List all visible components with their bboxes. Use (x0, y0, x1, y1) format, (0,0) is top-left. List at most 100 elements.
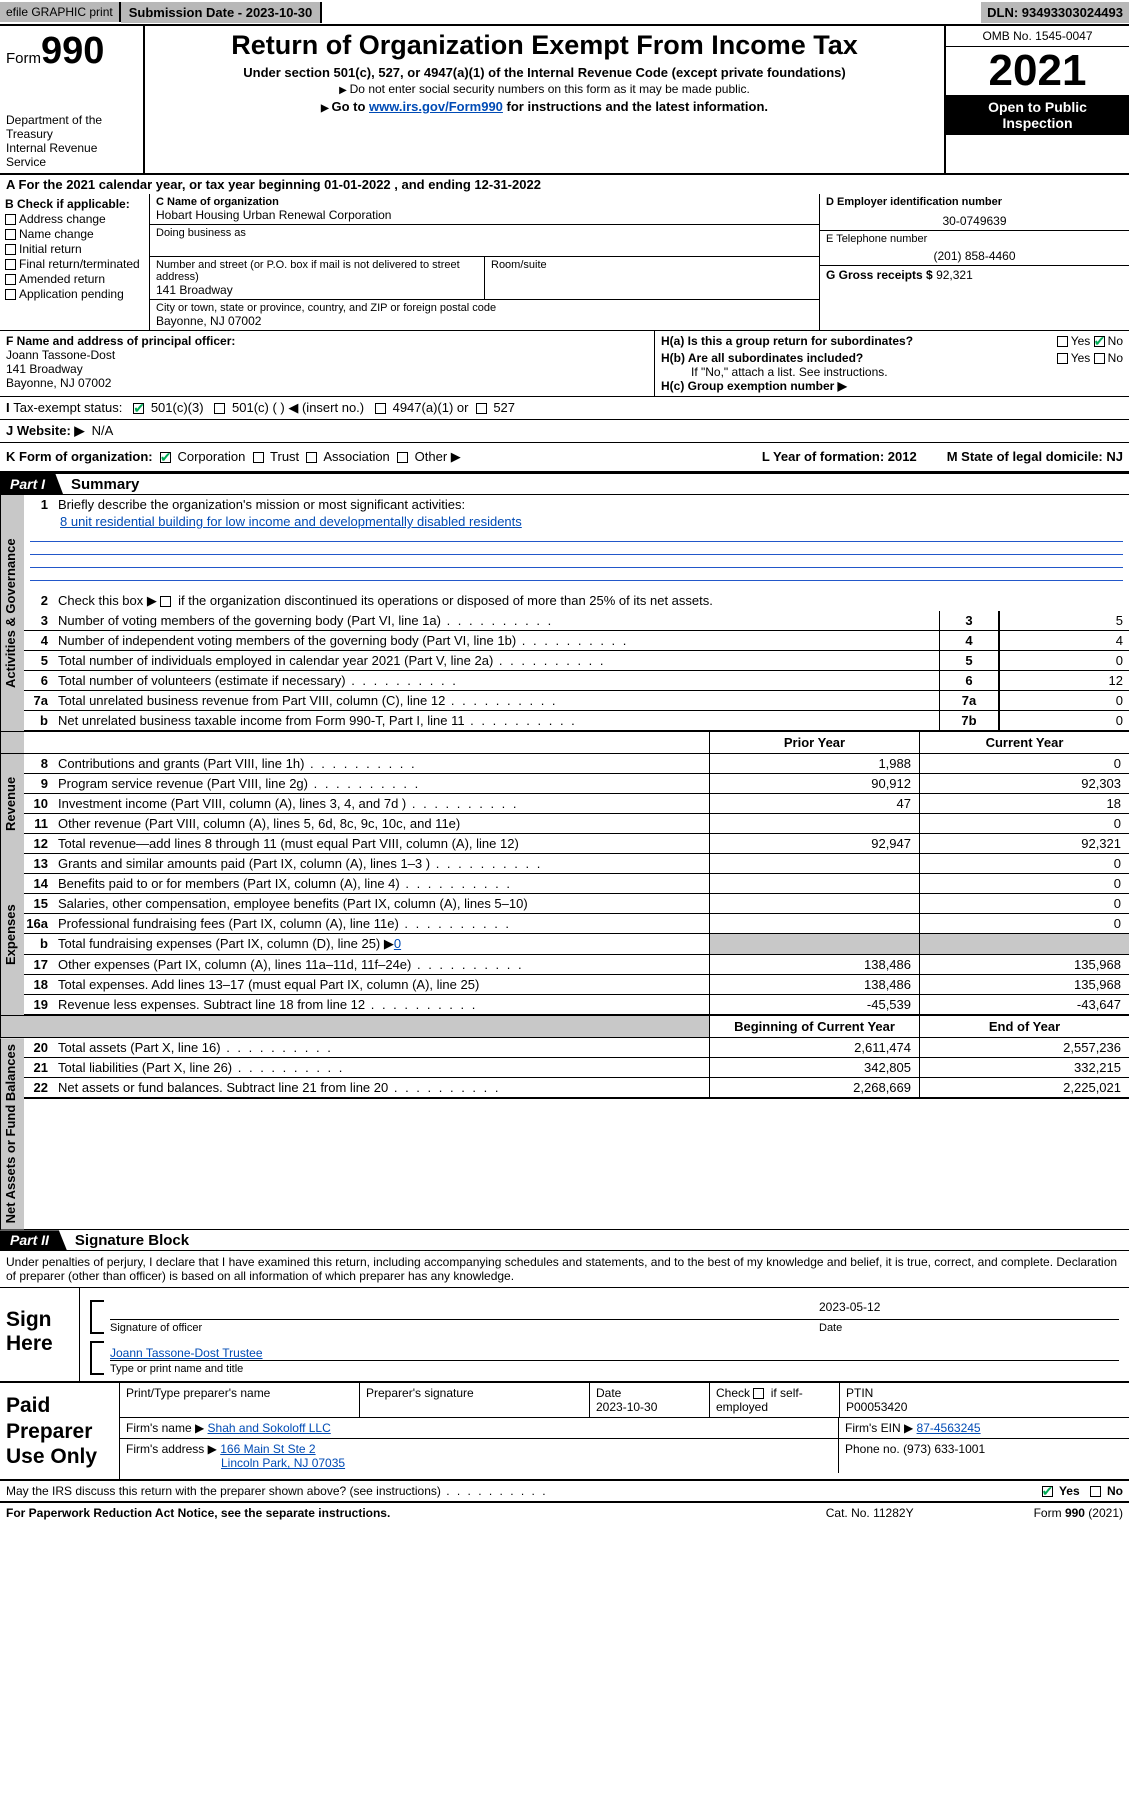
l9-prior: 90,912 (709, 774, 919, 793)
l21-eoy: 332,215 (919, 1058, 1129, 1077)
mission-line-1 (30, 529, 1123, 542)
l1-text: Briefly describe the organization's miss… (54, 495, 1129, 514)
ha-yes-cb[interactable] (1057, 336, 1068, 347)
d-ein-label: D Employer identification number (826, 196, 1123, 208)
l10-text: Investment income (Part VIII, column (A)… (54, 794, 709, 813)
k-other: Other ▶ (415, 449, 461, 464)
may-irs-text: May the IRS discuss this return with the… (6, 1484, 548, 1498)
form990-link[interactable]: www.irs.gov/Form990 (369, 99, 503, 114)
l2-cb[interactable] (160, 596, 171, 607)
submission-date-button[interactable]: Submission Date - 2023-10-30 (121, 2, 323, 23)
i-501c: 501(c) ( ) ◀ (insert no.) (232, 400, 364, 415)
cb-initial-return[interactable] (5, 244, 16, 255)
l12-current: 92,321 (919, 834, 1129, 853)
l7b-value: 0 (999, 711, 1129, 730)
mission-line-4 (30, 568, 1123, 581)
i-527-cb[interactable] (476, 403, 487, 414)
ein-value: 30-0749639 (826, 214, 1123, 228)
l-year-formation: L Year of formation: 2012 (762, 449, 917, 465)
pp-self-emp-cb[interactable] (753, 1388, 764, 1399)
l17-prior: 138,486 (709, 955, 919, 974)
i-label: Tax-exempt status: (13, 400, 122, 415)
tax-period-row: A For the 2021 calendar year, or tax yea… (0, 175, 1129, 194)
hb-no-cb[interactable] (1094, 353, 1105, 364)
officer-printed[interactable]: Joann Tassone-Dost Trustee (110, 1346, 263, 1360)
i-527: 527 (493, 400, 515, 415)
header-center: Return of Organization Exempt From Incom… (145, 26, 944, 173)
form-footer: Form 990 (2021) (1034, 1506, 1123, 1520)
hb-yes-cb[interactable] (1057, 353, 1068, 364)
k-trust-cb[interactable] (253, 452, 264, 463)
m-state-domicile: M State of legal domicile: NJ (947, 449, 1123, 465)
firm-phone: (973) 633-1001 (903, 1442, 985, 1456)
firm-addr2[interactable]: Lincoln Park, NJ 07035 (221, 1456, 345, 1470)
cb-address-change[interactable] (5, 214, 16, 225)
website-row: J Website: ▶ N/A (0, 420, 1129, 443)
cb-name-change[interactable] (5, 229, 16, 240)
cb-amended[interactable] (5, 274, 16, 285)
ha-no-cb[interactable] (1094, 336, 1105, 347)
i-501c-cb[interactable] (214, 403, 225, 414)
mission-text[interactable]: 8 unit residential building for low inco… (24, 514, 1129, 529)
i-4947-cb[interactable] (375, 403, 386, 414)
l15-current: 0 (919, 894, 1129, 913)
l3-text: Number of voting members of the governin… (54, 611, 939, 630)
l10-current: 18 (919, 794, 1129, 813)
boy-eoy-header: Beginning of Current Year End of Year (0, 1015, 1129, 1038)
officer-signature-field[interactable]: 2023-05-12 (110, 1300, 1119, 1320)
k-corp-cb[interactable] (160, 452, 171, 463)
may-no-cb[interactable] (1090, 1486, 1101, 1497)
l15-text: Salaries, other compensation, employee b… (54, 894, 709, 913)
l16b-text: Total fundraising expenses (Part IX, col… (54, 934, 709, 954)
net-assets-section: Net Assets or Fund Balances 20Total asse… (0, 1038, 1129, 1229)
may-yes-cb[interactable] (1042, 1486, 1053, 1497)
cat-no: Cat. No. 11282Y (826, 1506, 914, 1520)
pp-date-label: Date (596, 1386, 703, 1400)
l2-text: Check this box ▶ (58, 593, 160, 608)
cb-app-pending[interactable] (5, 289, 16, 300)
expenses-section: Expenses 13Grants and similar amounts pa… (0, 854, 1129, 1015)
prior-year-hdr: Prior Year (709, 732, 919, 753)
l18-prior: 138,486 (709, 975, 919, 994)
header-right: OMB No. 1545-0047 2021 Open to Public In… (944, 26, 1129, 173)
b-title: B Check if applicable: (5, 197, 144, 211)
i-501c3-cb[interactable] (133, 403, 144, 414)
may-yes: Yes (1059, 1484, 1080, 1498)
l6-value: 12 (999, 671, 1129, 690)
dba-label: Doing business as (156, 227, 813, 239)
efile-graphic-label[interactable]: efile GRAPHIC print (0, 2, 121, 22)
form-header: Form990 Department of the Treasury Inter… (0, 26, 1129, 175)
l20-text: Total assets (Part X, line 16) (54, 1038, 709, 1057)
i-501c3: 501(c)(3) (151, 400, 204, 415)
org-city: Bayonne, NJ 07002 (156, 314, 813, 328)
current-year-hdr: Current Year (919, 732, 1129, 753)
l16a-prior (709, 914, 919, 933)
paid-preparer-block: Paid Preparer Use Only Print/Type prepar… (0, 1383, 1129, 1481)
side-label-gov: Activities & Governance (0, 495, 24, 731)
l8-current: 0 (919, 754, 1129, 773)
form-word: Form (6, 50, 41, 67)
l3-value: 5 (999, 611, 1129, 630)
l16b-shade2 (919, 934, 1129, 954)
form-subtitle-2: Do not enter social security numbers on … (153, 82, 936, 96)
firm-phone-label: Phone no. (845, 1442, 900, 1456)
cb-final-return[interactable] (5, 259, 16, 270)
cb-init-label: Initial return (19, 242, 82, 256)
k-assoc-cb[interactable] (306, 452, 317, 463)
l13-text: Grants and similar amounts paid (Part IX… (54, 854, 709, 873)
l19-current: -43,647 (919, 995, 1129, 1014)
l9-current: 92,303 (919, 774, 1129, 793)
l16b-link[interactable]: 0 (394, 936, 401, 951)
firm-addr1[interactable]: 166 Main St Ste 2 (220, 1442, 315, 1456)
firm-name[interactable]: Shah and Sokoloff LLC (208, 1421, 331, 1435)
l14-text: Benefits paid to or for members (Part IX… (54, 874, 709, 893)
firm-ein[interactable]: 87-4563245 (917, 1421, 981, 1435)
l6-text: Total number of volunteers (estimate if … (54, 671, 939, 690)
l18-text: Total expenses. Add lines 13–17 (must eq… (54, 975, 709, 994)
l16a-text: Professional fundraising fees (Part IX, … (54, 914, 709, 933)
phone-value: (201) 858-4460 (826, 249, 1123, 263)
tax-year: 2021 (946, 47, 1129, 95)
k-other-cb[interactable] (397, 452, 408, 463)
addr-label: Number and street (or P.O. box if mail i… (156, 259, 478, 283)
k-corp: Corporation (177, 449, 245, 464)
